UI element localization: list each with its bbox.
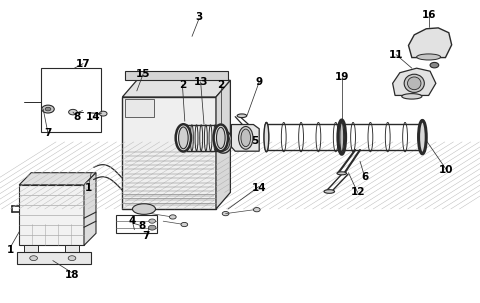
Ellipse shape xyxy=(237,114,247,118)
Circle shape xyxy=(99,111,107,116)
Bar xyxy=(116,215,157,233)
Circle shape xyxy=(148,225,156,230)
Text: 2: 2 xyxy=(179,80,186,90)
Polygon shape xyxy=(122,97,216,209)
Text: 14: 14 xyxy=(252,183,266,193)
Text: 19: 19 xyxy=(335,72,349,82)
Polygon shape xyxy=(216,80,230,209)
Polygon shape xyxy=(122,80,230,97)
Ellipse shape xyxy=(324,190,335,193)
Ellipse shape xyxy=(419,120,426,154)
Text: 2: 2 xyxy=(217,80,225,90)
Circle shape xyxy=(68,256,76,261)
Bar xyxy=(122,97,216,209)
Ellipse shape xyxy=(214,125,228,151)
Text: 7: 7 xyxy=(44,128,52,138)
Polygon shape xyxy=(19,173,96,185)
Text: 9: 9 xyxy=(256,77,263,87)
Circle shape xyxy=(222,211,229,216)
Ellipse shape xyxy=(417,54,441,60)
Circle shape xyxy=(69,109,77,115)
Circle shape xyxy=(45,107,51,111)
Text: 5: 5 xyxy=(251,136,258,146)
Text: 16: 16 xyxy=(421,10,436,20)
Ellipse shape xyxy=(214,130,232,153)
Ellipse shape xyxy=(239,126,253,149)
Ellipse shape xyxy=(402,94,422,99)
Ellipse shape xyxy=(404,74,424,92)
Bar xyxy=(17,252,91,264)
Ellipse shape xyxy=(340,122,344,152)
Ellipse shape xyxy=(241,129,251,147)
Text: 4: 4 xyxy=(128,216,136,226)
Text: 1: 1 xyxy=(85,183,93,193)
Text: 18: 18 xyxy=(65,270,79,280)
Ellipse shape xyxy=(337,172,347,175)
Circle shape xyxy=(181,222,188,227)
Circle shape xyxy=(169,215,176,219)
Text: 11: 11 xyxy=(389,49,403,60)
Polygon shape xyxy=(19,185,84,245)
Ellipse shape xyxy=(408,77,421,90)
Bar xyxy=(125,71,228,80)
Text: 3: 3 xyxy=(195,12,203,22)
Ellipse shape xyxy=(430,62,439,68)
Text: 6: 6 xyxy=(361,172,369,182)
Polygon shape xyxy=(408,28,452,58)
Text: 13: 13 xyxy=(193,77,208,87)
Bar xyxy=(125,99,154,117)
Ellipse shape xyxy=(176,124,191,152)
Ellipse shape xyxy=(216,127,225,148)
Text: 17: 17 xyxy=(76,58,90,69)
Text: 8: 8 xyxy=(73,112,81,122)
Text: 8: 8 xyxy=(138,221,145,231)
Polygon shape xyxy=(84,173,96,245)
Ellipse shape xyxy=(179,127,188,149)
Text: 15: 15 xyxy=(136,69,150,79)
Ellipse shape xyxy=(264,122,269,152)
Circle shape xyxy=(42,105,54,113)
Text: 7: 7 xyxy=(143,231,150,241)
Bar xyxy=(24,245,38,253)
Ellipse shape xyxy=(132,204,156,215)
Ellipse shape xyxy=(338,120,346,154)
Circle shape xyxy=(149,219,156,223)
Circle shape xyxy=(30,256,37,261)
Text: 1: 1 xyxy=(7,245,14,255)
Text: 10: 10 xyxy=(439,165,454,175)
Polygon shape xyxy=(216,80,230,209)
Ellipse shape xyxy=(216,133,230,151)
Text: 12: 12 xyxy=(350,187,365,198)
Bar xyxy=(65,245,79,253)
Bar xyxy=(41,68,101,132)
Text: 14: 14 xyxy=(86,112,101,122)
Circle shape xyxy=(253,208,260,212)
Ellipse shape xyxy=(420,122,425,152)
Polygon shape xyxy=(393,68,436,95)
Polygon shape xyxy=(231,125,259,151)
